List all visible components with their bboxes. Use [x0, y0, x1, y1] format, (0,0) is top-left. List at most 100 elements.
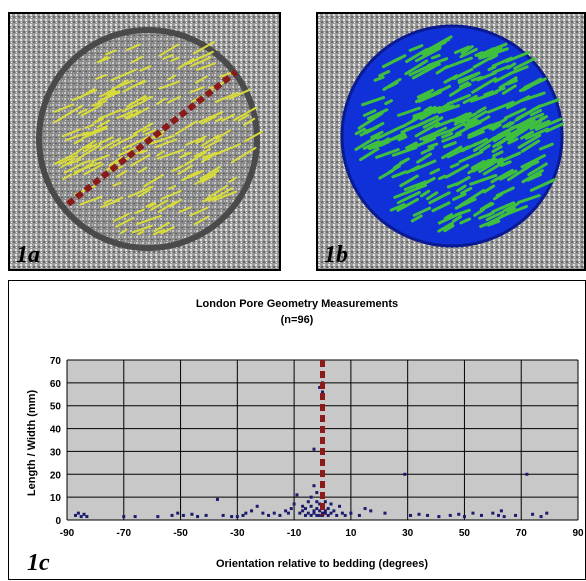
- pore-mark: [478, 212, 492, 220]
- pore-mark: [520, 139, 541, 153]
- pore-mark: [162, 53, 174, 60]
- pore-mark: [400, 117, 419, 129]
- data-point: [286, 511, 290, 515]
- pore-mark: [126, 110, 142, 120]
- pore-mark: [437, 221, 454, 233]
- panel-1b: 1b: [316, 12, 586, 271]
- data-points: [74, 381, 549, 519]
- pore-mark: [396, 190, 421, 205]
- data-point: [545, 511, 549, 515]
- pore-mark: [83, 143, 98, 153]
- data-point: [312, 509, 316, 513]
- pore-mark: [359, 147, 380, 162]
- pore-mark: [115, 169, 128, 178]
- pore-mark: [505, 121, 515, 128]
- pore-mark: [179, 206, 192, 213]
- pore-mark: [476, 71, 497, 82]
- pore-mark: [157, 200, 177, 213]
- pore-mark: [91, 154, 110, 163]
- pore-mark: [526, 173, 543, 182]
- data-point: [343, 513, 347, 517]
- pore-mark: [144, 129, 157, 136]
- pore-mark: [393, 190, 411, 199]
- scatter-chart: London Pore Geometry Measurements (n=96)…: [26, 298, 584, 570]
- pore-mark: [434, 118, 454, 128]
- pore-mark: [460, 186, 473, 195]
- pore-mark: [237, 113, 250, 122]
- pore-mark: [177, 57, 195, 70]
- pore-mark: [392, 158, 409, 170]
- pore-mark: [96, 55, 108, 64]
- pore-mark: [452, 67, 474, 80]
- data-point: [318, 513, 322, 517]
- pore-mark: [456, 184, 467, 193]
- data-point: [278, 513, 282, 517]
- pore-mark: [61, 128, 82, 138]
- pore-mark: [452, 192, 467, 201]
- pore-mark: [139, 149, 148, 155]
- pore-mark: [198, 50, 214, 60]
- pore-mark: [58, 154, 78, 165]
- pore-mark: [478, 161, 496, 173]
- data-point: [298, 511, 302, 515]
- data-point: [321, 513, 324, 517]
- pore-mark: [466, 110, 488, 124]
- pore-mark: [496, 127, 513, 138]
- pore-mark: [524, 127, 549, 140]
- pore-mark: [80, 103, 103, 117]
- data-point: [383, 511, 387, 515]
- pore-mark: [228, 176, 238, 183]
- pore-mark: [441, 132, 462, 143]
- pore-mark: [507, 137, 519, 145]
- pore-mark: [477, 47, 495, 58]
- pore-mark: [416, 152, 432, 164]
- pore-mark: [100, 95, 110, 102]
- pore-mark: [126, 43, 141, 51]
- data-point: [448, 513, 452, 517]
- pore-mark: [76, 139, 97, 153]
- data-point: [309, 504, 313, 508]
- pore-mark: [84, 125, 109, 137]
- data-point: [76, 511, 80, 515]
- data-point: [323, 511, 327, 515]
- pore-mark: [521, 91, 546, 102]
- pore-mark: [418, 88, 443, 103]
- pore-mark: [412, 206, 432, 217]
- pore-mark: [435, 65, 449, 75]
- pore-mark: [471, 77, 498, 94]
- pore-mark: [103, 198, 113, 205]
- pore-mark: [81, 127, 108, 140]
- pore-mark: [202, 151, 218, 159]
- x-tick-label: -30: [230, 528, 245, 539]
- x-tick-label: 10: [345, 528, 357, 539]
- pore-mark: [134, 208, 145, 214]
- pore-mark: [200, 115, 217, 125]
- data-point: [190, 512, 194, 516]
- pore-mark: [62, 173, 73, 181]
- pore-mark: [507, 127, 529, 142]
- pore-mark: [430, 106, 442, 113]
- pore-mark: [419, 189, 431, 198]
- data-point: [318, 502, 322, 506]
- pore-mark: [462, 94, 478, 105]
- pore-mark: [458, 188, 486, 207]
- pore-mark: [194, 75, 208, 84]
- data-point: [267, 513, 271, 517]
- y-tick-label: 50: [50, 402, 62, 413]
- pore-mark: [99, 137, 122, 151]
- pore-mark: [180, 171, 202, 182]
- data-point: [525, 472, 529, 476]
- pore-mark: [458, 150, 484, 164]
- pore-mark: [500, 160, 512, 168]
- pore-mark: [362, 109, 377, 117]
- pore-mark: [460, 141, 479, 153]
- panel-1a: 1a: [8, 12, 281, 271]
- data-point: [312, 484, 316, 488]
- data-point: [321, 390, 324, 394]
- data-point: [295, 493, 299, 497]
- yellow-pore-marks: [53, 41, 264, 236]
- pore-mark: [243, 117, 256, 127]
- pore-mark: [170, 56, 180, 62]
- pore-mark: [195, 137, 206, 145]
- y-tick-label: 60: [50, 379, 62, 390]
